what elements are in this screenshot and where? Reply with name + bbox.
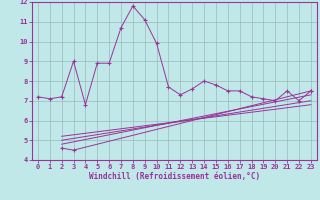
X-axis label: Windchill (Refroidissement éolien,°C): Windchill (Refroidissement éolien,°C) xyxy=(89,172,260,181)
